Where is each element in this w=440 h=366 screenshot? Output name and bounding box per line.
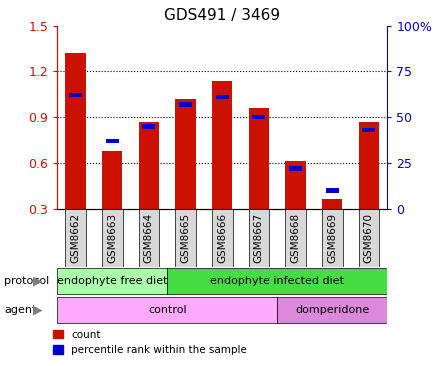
Text: domperidone: domperidone bbox=[295, 305, 369, 315]
Bar bbox=[212, 209, 232, 266]
Bar bbox=[249, 209, 269, 266]
Bar bbox=[57, 268, 167, 294]
Text: GSM8665: GSM8665 bbox=[180, 213, 191, 263]
Text: GSM8662: GSM8662 bbox=[70, 213, 81, 263]
Bar bbox=[167, 268, 387, 294]
Bar bbox=[139, 209, 159, 266]
Bar bbox=[252, 115, 265, 119]
Bar bbox=[322, 199, 342, 209]
Bar bbox=[212, 81, 232, 209]
Bar bbox=[106, 139, 119, 143]
Text: ▶: ▶ bbox=[33, 304, 42, 317]
Bar bbox=[286, 161, 306, 209]
Bar bbox=[175, 209, 196, 266]
Text: agent: agent bbox=[4, 305, 37, 315]
Text: GSM8668: GSM8668 bbox=[290, 213, 301, 263]
Text: GSM8663: GSM8663 bbox=[107, 213, 117, 263]
Text: GSM8670: GSM8670 bbox=[364, 213, 374, 263]
Bar bbox=[142, 124, 155, 128]
Text: GSM8666: GSM8666 bbox=[217, 213, 227, 263]
Bar bbox=[66, 53, 86, 209]
Bar bbox=[102, 151, 122, 209]
Bar bbox=[359, 122, 379, 209]
Bar bbox=[139, 122, 159, 209]
Text: GSM8664: GSM8664 bbox=[144, 213, 154, 263]
Bar bbox=[102, 209, 122, 266]
Bar bbox=[216, 95, 229, 99]
Title: GDS491 / 3469: GDS491 / 3469 bbox=[164, 8, 280, 23]
Bar bbox=[65, 209, 86, 266]
Bar bbox=[179, 102, 192, 107]
Legend: count, percentile rank within the sample: count, percentile rank within the sample bbox=[49, 325, 251, 359]
Bar bbox=[326, 188, 339, 193]
Text: protocol: protocol bbox=[4, 276, 50, 286]
Text: ▶: ▶ bbox=[33, 274, 42, 287]
Text: endophyte free diet: endophyte free diet bbox=[57, 276, 168, 286]
Bar bbox=[249, 108, 269, 209]
Bar bbox=[277, 297, 387, 324]
Text: control: control bbox=[148, 305, 187, 315]
Bar bbox=[359, 209, 379, 266]
Bar bbox=[57, 297, 277, 324]
Bar bbox=[176, 99, 196, 209]
Bar bbox=[285, 209, 306, 266]
Text: GSM8667: GSM8667 bbox=[254, 213, 264, 263]
Text: GSM8669: GSM8669 bbox=[327, 213, 337, 263]
Bar bbox=[69, 93, 82, 97]
Bar bbox=[362, 128, 375, 132]
Bar bbox=[322, 209, 342, 266]
Bar bbox=[289, 166, 302, 171]
Text: endophyte infected diet: endophyte infected diet bbox=[210, 276, 344, 286]
